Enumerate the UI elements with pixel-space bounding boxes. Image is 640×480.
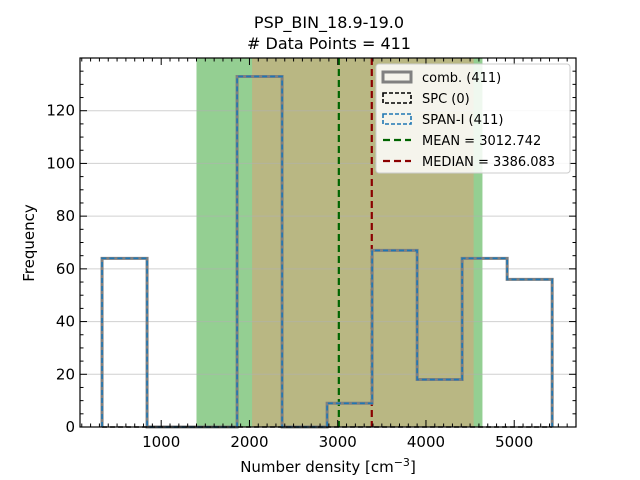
y-tick-label: 80 xyxy=(56,207,75,225)
tick-labels: 1000 2000 3000 4000 5000 0 20 40 60 80 100 120 xyxy=(46,102,533,451)
y-tick-label: 100 xyxy=(46,154,75,172)
legend-span-i-label: SPAN-I (411) xyxy=(422,113,504,128)
x-tick-label: 5000 xyxy=(495,433,533,451)
x-axis-label: Number density [cm−3] xyxy=(240,456,416,476)
legend-median-label: MEDIAN = 3386.083 xyxy=(422,155,555,170)
legend: comb. (411) SPC (0) SPAN-I (411) MEAN = 301… xyxy=(375,63,571,174)
x-tick-label: 1000 xyxy=(142,433,180,451)
y-tick-label: 20 xyxy=(56,365,75,383)
x-tick-label: 4000 xyxy=(407,433,445,451)
y-tick-label: 0 xyxy=(65,418,75,436)
legend-span-i-swatch xyxy=(382,113,412,125)
y-axis-label: Frequency xyxy=(20,204,38,282)
legend-mean-label: MEAN = 3012.742 xyxy=(422,134,541,149)
statistic-lines xyxy=(337,58,373,427)
y-tick-label: 60 xyxy=(56,260,75,278)
legend-spc-swatch xyxy=(382,92,412,104)
legend-comb-label: comb. (411) xyxy=(422,71,501,86)
chart-title: PSP_BIN_18.9-19.0 xyxy=(254,13,404,33)
legend-box xyxy=(375,63,571,174)
x-tick-label: 2000 xyxy=(230,433,268,451)
chart-subtitle: # Data Points = 411 xyxy=(247,34,411,53)
y-tick-label: 40 xyxy=(56,313,75,331)
legend-spc-label: SPC (0) xyxy=(422,92,470,107)
x-tick-label: 3000 xyxy=(319,433,357,451)
plot-frame xyxy=(79,57,577,428)
legend-comb-swatch xyxy=(381,70,413,84)
y-tick-label: 120 xyxy=(46,102,75,120)
